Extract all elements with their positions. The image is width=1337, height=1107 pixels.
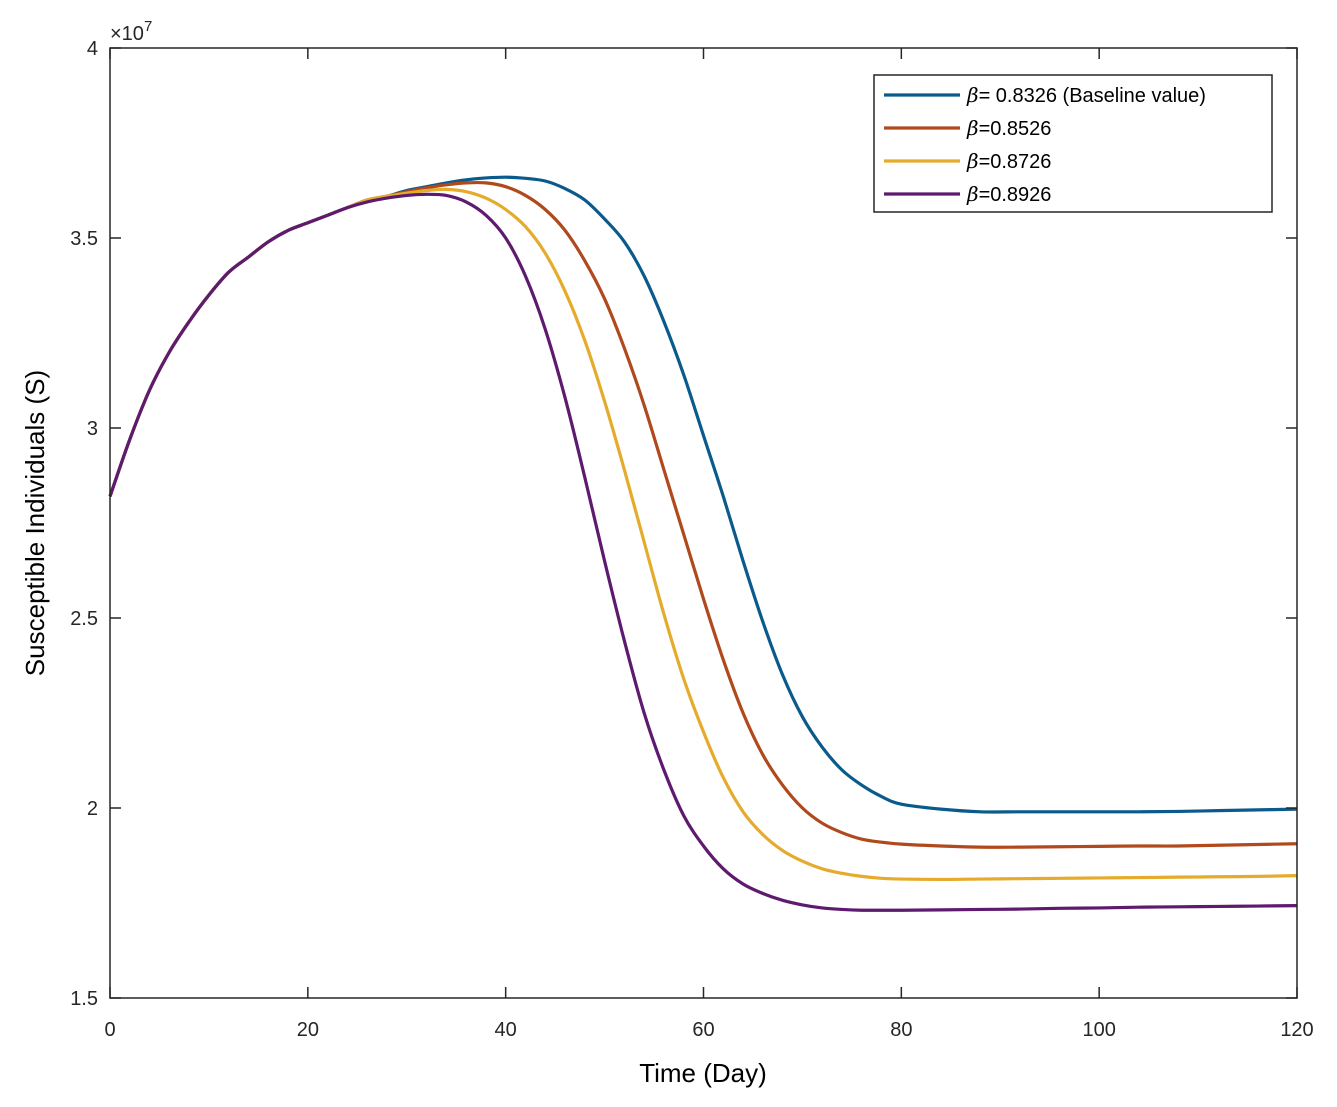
- legend-beta-symbol: β: [966, 83, 979, 107]
- legend-value: =0.8726: [979, 151, 1052, 173]
- x-tick-label: 40: [495, 1019, 517, 1041]
- x-tick-label: 20: [297, 1019, 319, 1041]
- y-tick-label: 3.5: [70, 228, 98, 250]
- legend-value: =0.8526: [979, 118, 1052, 140]
- x-axis-ticks: 0 20 40 60 80 100 120: [104, 48, 1314, 1041]
- legend-box: [873, 74, 1273, 213]
- y-tick-label: 2: [87, 798, 98, 820]
- x-tick-label: 0: [104, 1019, 115, 1041]
- legend-beta-symbol: β: [966, 149, 979, 173]
- x-tick-label: 80: [890, 1019, 912, 1041]
- legend-label-2: β=0.8526: [966, 116, 1051, 140]
- legend-value: =0.8926: [979, 184, 1052, 206]
- legend-label-3: β=0.8726: [966, 149, 1051, 173]
- legend-label-1: β= 0.8326 (Baseline value): [966, 83, 1206, 107]
- legend-label-4: β=0.8926: [966, 182, 1051, 206]
- x-axis-label: Time (Day): [639, 1058, 767, 1088]
- series-layer: [108, 175, 1298, 912]
- legend-beta-symbol: β: [966, 116, 979, 140]
- legend-value: = 0.8326 (Baseline value): [979, 85, 1206, 107]
- y-tick-label: 3: [87, 418, 98, 440]
- y-exponent-label: ×107: [110, 18, 152, 45]
- x-tick-label: 60: [692, 1019, 714, 1041]
- y-tick-label: 2.5: [70, 608, 98, 630]
- y-axis-label: Susceptible Individuals (S): [20, 370, 50, 676]
- x-tick-label: 120: [1280, 1019, 1313, 1041]
- y-axis-ticks: 1.5 2 2.5 3 3.5 4: [70, 38, 1297, 1010]
- series-line-4: [108, 192, 1298, 912]
- y-tick-label: 1.5: [70, 988, 98, 1010]
- y-tick-label: 4: [87, 38, 98, 60]
- x-tick-label: 100: [1082, 1019, 1115, 1041]
- legend-beta-symbol: β: [966, 182, 979, 206]
- legend: β= 0.8326 (Baseline value)β=0.8526β=0.87…: [873, 74, 1273, 213]
